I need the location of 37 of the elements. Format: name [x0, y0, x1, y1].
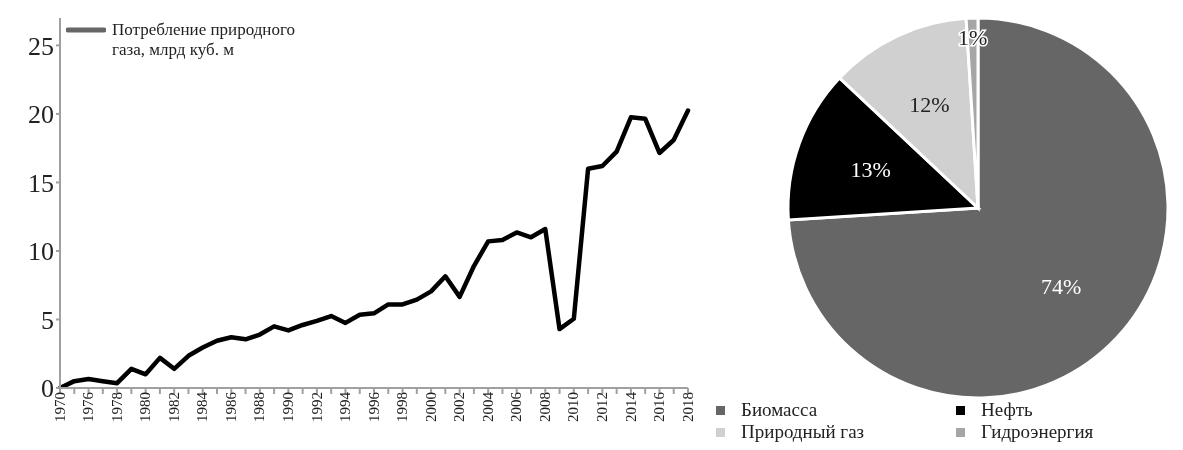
- legend-label: Биомасса: [741, 399, 818, 421]
- legend-label: Потребление природного газа, млрд куб. м: [112, 20, 296, 60]
- y-tick-label: 15: [28, 168, 54, 198]
- x-tick-label: 2018: [679, 392, 696, 422]
- y-tick-label: 10: [28, 237, 54, 267]
- x-tick-label: 2000: [422, 392, 439, 422]
- x-tick-label: 2004: [479, 391, 496, 422]
- x-tick-label: 1992: [308, 392, 325, 422]
- y-tick-label: 25: [28, 31, 54, 61]
- x-tick-label: 1976: [80, 391, 97, 422]
- x-tick-label: 1978: [108, 392, 125, 422]
- x-tick-label: 1994: [337, 391, 354, 422]
- x-tick-label: 1996: [365, 391, 382, 422]
- x-tick-label: 2006: [508, 391, 525, 422]
- y-tick-label: 5: [41, 305, 54, 335]
- data-label: 74%: [1040, 273, 1082, 299]
- y-tick-label: 0: [41, 374, 54, 404]
- x-tick-label: 1980: [137, 392, 154, 422]
- x-tick-label: 2002: [451, 392, 468, 422]
- x-tick-label: 1988: [251, 392, 268, 422]
- x-tick-label: 1986: [222, 391, 239, 422]
- x-tick-label: 2014: [622, 391, 639, 422]
- data-label: 12%: [909, 92, 950, 118]
- x-tick-label: 1990: [280, 392, 297, 422]
- x-tick-label: 2016: [651, 391, 668, 422]
- x-tick-label: 2008: [536, 392, 553, 422]
- x-tick-label: 1998: [394, 392, 411, 422]
- x-tick-label: 2012: [594, 392, 611, 422]
- x-tick-label: 2010: [565, 392, 582, 422]
- y-tick-label: 20: [28, 100, 54, 130]
- x-tick-label: 1984: [194, 391, 211, 422]
- x-tick-label: 1982: [165, 392, 182, 422]
- data-label: 13%: [850, 156, 891, 182]
- pie-slice: [786, 16, 1170, 400]
- legend-label: Природный газ: [741, 421, 865, 443]
- legend-label: Нефть: [981, 399, 1033, 421]
- legend-label: Гидроэнергия: [981, 421, 1094, 443]
